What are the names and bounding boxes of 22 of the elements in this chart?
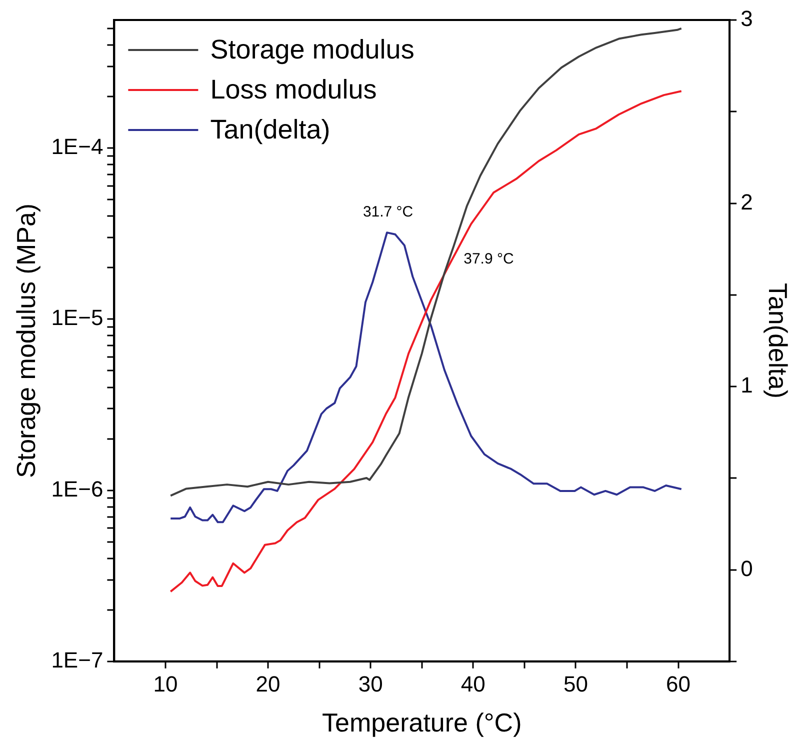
- x-tick-label: 60: [666, 672, 691, 697]
- y2-tick-label: 2: [740, 189, 753, 214]
- annotation: 31.7 °C: [362, 204, 414, 221]
- y2-tick-label: 3: [740, 6, 753, 32]
- y-axis-title: Storage modulus (MPa): [10, 203, 41, 478]
- y-tick-label: 1E−7: [51, 647, 104, 672]
- x-tick-label: 50: [563, 672, 588, 697]
- annotation: 37.9 °C: [464, 250, 514, 268]
- x-tick-label: 30: [358, 672, 383, 697]
- y-tick-label: 1E−5: [51, 305, 104, 330]
- y2-tick-label: 1: [740, 372, 753, 398]
- x-axis-title: Temperature (°C): [322, 708, 522, 738]
- x-tick-label: 10: [153, 672, 178, 697]
- y-tick-label: 1E−4: [51, 134, 104, 160]
- y-tick-label: 1E−6: [51, 476, 104, 502]
- y2-tick-label: 0: [740, 556, 753, 581]
- x-tick-label: 20: [256, 672, 280, 697]
- legend-label: Storage modulus: [210, 34, 414, 64]
- legend-label: Loss modulus: [210, 74, 377, 104]
- y2-axis-title: Tan(delta): [763, 282, 794, 399]
- legend-label: Tan(delta): [210, 114, 330, 144]
- x-tick-label: 40: [460, 672, 486, 697]
